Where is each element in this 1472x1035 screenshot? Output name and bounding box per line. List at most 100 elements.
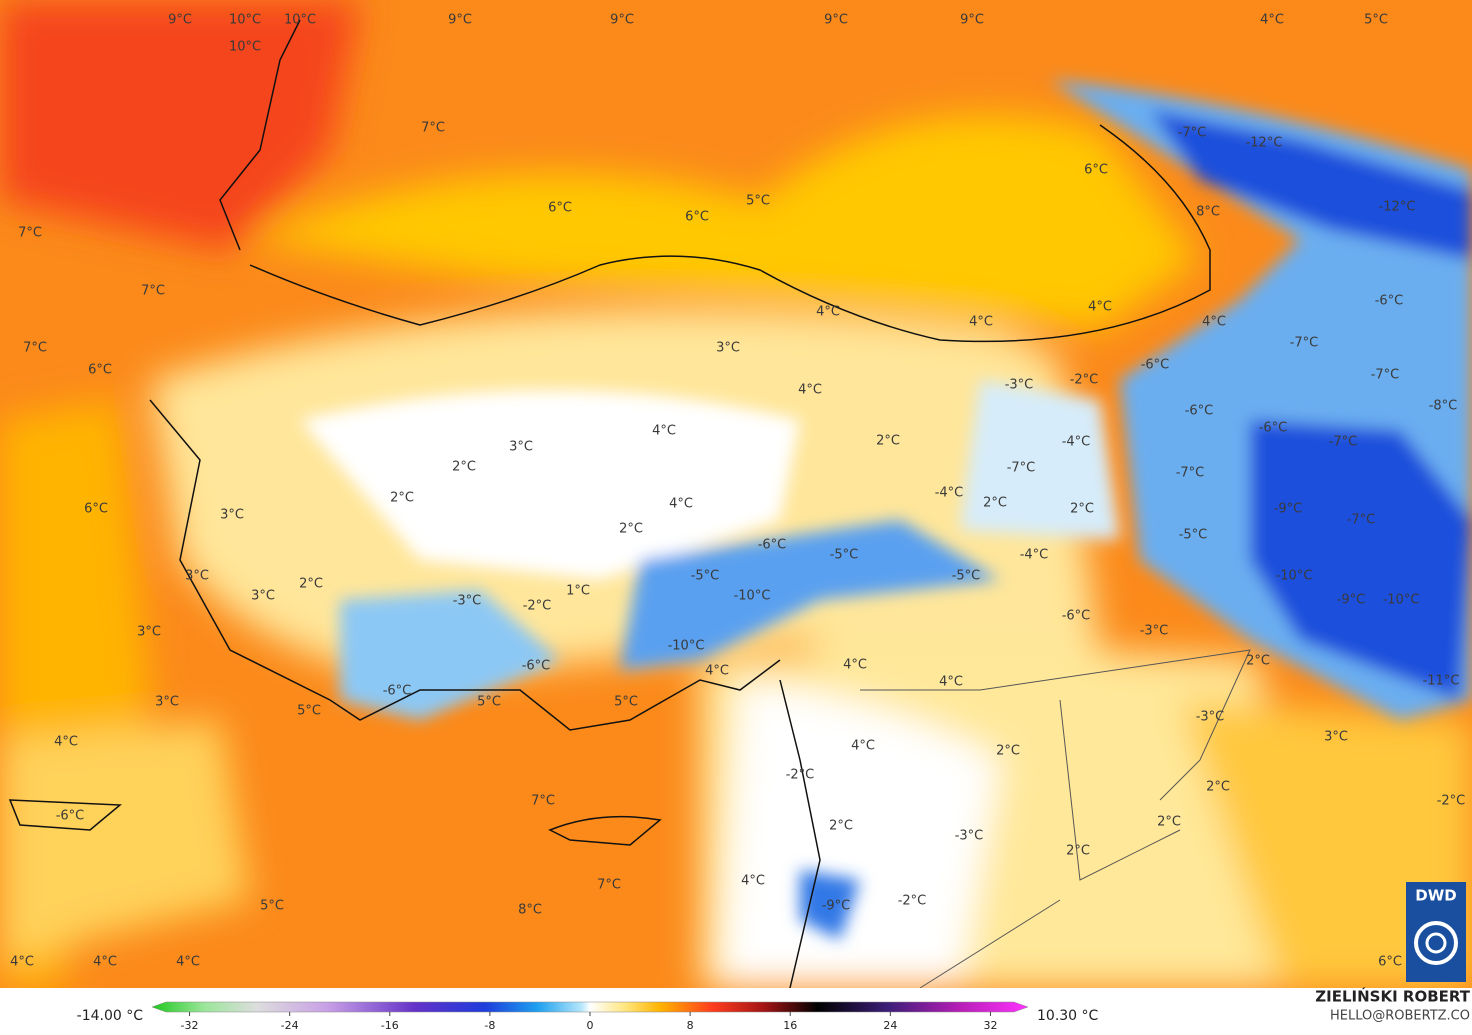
temperature-label: 9°C xyxy=(168,13,192,28)
colorbar xyxy=(151,1001,1029,1013)
colorbar-tick-label: -8 xyxy=(484,1019,495,1032)
temperature-label: 7°C xyxy=(23,341,47,356)
temperature-label: 4°C xyxy=(669,497,693,512)
temperature-label: -11°C xyxy=(1423,674,1460,689)
temperature-label: 2°C xyxy=(452,460,476,475)
temperature-label: -5°C xyxy=(1179,528,1208,543)
temperature-label: 8°C xyxy=(1196,205,1220,220)
temperature-label: 3°C xyxy=(155,695,179,710)
temperature-label: -2°C xyxy=(786,768,815,783)
temperature-label: 9°C xyxy=(824,13,848,28)
temperature-label: -2°C xyxy=(898,894,927,909)
logo: DWD xyxy=(1406,882,1466,982)
temperature-label: 2°C xyxy=(390,491,414,506)
temperature-label: -7°C xyxy=(1290,336,1319,351)
temperature-label: -6°C xyxy=(1185,404,1214,419)
temperature-label: -6°C xyxy=(1141,358,1170,373)
temperature-label: 7°C xyxy=(531,794,555,809)
temperature-label: 7°C xyxy=(141,284,165,299)
temperature-label: 2°C xyxy=(1246,654,1270,669)
logo-box xyxy=(1406,882,1466,982)
colorbar-tick-label: 32 xyxy=(983,1019,997,1032)
temperature-label: -5°C xyxy=(830,548,859,563)
temperature-label: 4°C xyxy=(705,664,729,679)
temperature-label: -12°C xyxy=(1246,136,1283,151)
temperature-label: 4°C xyxy=(851,739,875,754)
temperature-label: 5°C xyxy=(477,695,501,710)
temperature-label: 2°C xyxy=(299,577,323,592)
temperature-label: -7°C xyxy=(1329,435,1358,450)
temperature-label: -10°C xyxy=(734,589,771,604)
temperature-labels: 9°C 10°C 10°C 10°C 9°C 9°C 9°C 9°C 4°C 5°C 7°C -7°C… xyxy=(10,13,1465,970)
colorbar-tick-label: -16 xyxy=(381,1019,399,1032)
temperature-label: 4°C xyxy=(1202,315,1226,330)
temperature-label: 9°C xyxy=(448,13,472,28)
temperature-label: 2°C xyxy=(1066,844,1090,859)
temperature-label: 4°C xyxy=(652,424,676,439)
temperature-label: 4°C xyxy=(939,675,963,690)
colorbar-tick-label: 8 xyxy=(687,1019,694,1032)
temperature-label: -3°C xyxy=(453,594,482,609)
temperature-label: 3°C xyxy=(185,569,209,584)
temperature-label: 4°C xyxy=(969,315,993,330)
temperature-label: -6°C xyxy=(56,809,85,824)
temperature-label: -2°C xyxy=(1070,373,1099,388)
temperature-label: -3°C xyxy=(1196,710,1225,725)
author: ZIELIŃSKI ROBERT xyxy=(1315,987,1470,1006)
temperature-label: -7°C xyxy=(1178,126,1207,141)
temperature-label: 4°C xyxy=(54,735,78,750)
temperature-label: 4°C xyxy=(1260,13,1284,28)
colorbar-tick-label: 0 xyxy=(587,1019,594,1032)
temperature-label: -7°C xyxy=(1371,368,1400,383)
temperature-label: 3°C xyxy=(1324,730,1348,745)
colorbar-min: -14.00 °C xyxy=(77,1008,144,1024)
colorbar-max: 10.30 °C xyxy=(1037,1008,1099,1024)
temperature-label: 10°C xyxy=(229,13,261,28)
coastlines xyxy=(8,19,1211,989)
logo-swirl-inner xyxy=(1425,932,1447,954)
temperature-label: 2°C xyxy=(1206,780,1230,795)
temperature-label: 4°C xyxy=(816,305,840,320)
temperature-label: 5°C xyxy=(746,194,770,209)
temperature-label: 3°C xyxy=(220,508,244,523)
temperature-label: -9°C xyxy=(1337,593,1366,608)
temperature-label: -10°C xyxy=(1383,593,1420,608)
temperature-label: 2°C xyxy=(619,522,643,537)
temperature-label: 6°C xyxy=(84,502,108,517)
temperature-label: 3°C xyxy=(716,341,740,356)
temperature-label: 10°C xyxy=(229,40,261,55)
logo-swirl xyxy=(1414,921,1458,965)
temperature-label: 1°C xyxy=(566,584,590,599)
map-background xyxy=(0,0,1472,988)
temperature-label: 2°C xyxy=(1070,502,1094,517)
temperature-label: 10°C xyxy=(284,13,316,28)
temperature-label: 4°C xyxy=(798,383,822,398)
temperature-label: -3°C xyxy=(1140,624,1169,639)
temperature-label: 5°C xyxy=(297,704,321,719)
temperature-label: 3°C xyxy=(509,440,533,455)
email: HELLO@ROBERTZ.CO xyxy=(1330,1009,1470,1024)
temperature-label: -7°C xyxy=(1007,461,1036,476)
colorbar-tick-label: -32 xyxy=(181,1019,199,1032)
temperature-label: 6°C xyxy=(1084,163,1108,178)
temperature-label: -7°C xyxy=(1176,466,1205,481)
temperature-label: 4°C xyxy=(176,955,200,970)
temperature-label: -3°C xyxy=(1005,378,1034,393)
temperature-label: 3°C xyxy=(251,589,275,604)
colorbar-tick-label: -24 xyxy=(281,1019,299,1032)
colorbar-tick-label: 16 xyxy=(783,1019,797,1032)
temperature-label: -9°C xyxy=(822,899,851,914)
temperature-label: 8°C xyxy=(518,903,542,918)
temperature-label: -2°C xyxy=(523,599,552,614)
logo-text: DWD xyxy=(1415,887,1456,905)
temperature-label: -8°C xyxy=(1429,399,1458,414)
temperature-label: 5°C xyxy=(260,899,284,914)
temperature-label: 2°C xyxy=(1157,815,1181,830)
temperature-label: 2°C xyxy=(876,434,900,449)
temperature-label: 5°C xyxy=(1364,13,1388,28)
temperature-label: 4°C xyxy=(93,955,117,970)
temperature-label: 2°C xyxy=(829,819,853,834)
temperature-label: 5°C xyxy=(614,695,638,710)
temperature-label: 6°C xyxy=(1378,955,1402,970)
temperature-label: 6°C xyxy=(548,201,572,216)
